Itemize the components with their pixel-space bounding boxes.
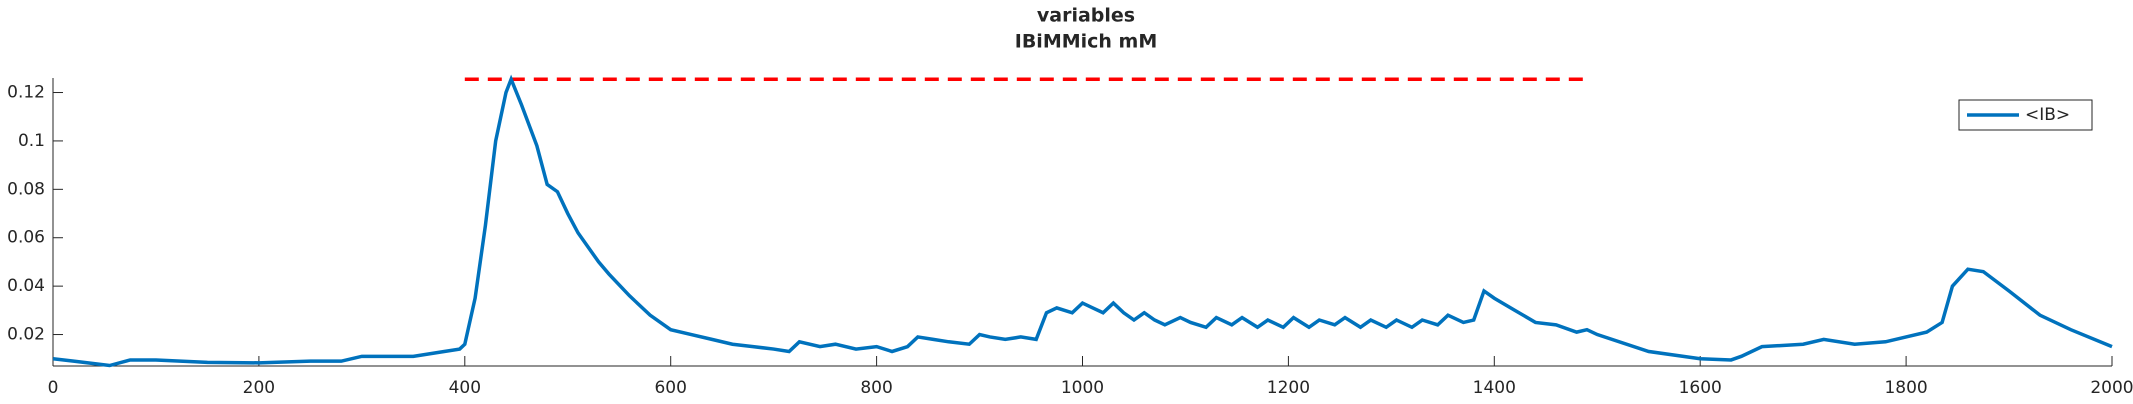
y-tick-label: 0.1: [18, 131, 45, 151]
x-tick-label: 200: [243, 378, 275, 398]
x-tick-label: 600: [654, 378, 686, 398]
x-tick-label: 1400: [1473, 378, 1516, 398]
chart-title: variables: [1037, 5, 1135, 27]
x-tick-label: 1600: [1679, 378, 1722, 398]
data-line: [52, 74, 2113, 368]
chart-subtitle: IBiMMich mM: [1015, 31, 1158, 53]
y-tick-label: 0.08: [7, 179, 45, 199]
x-tick-label: 800: [860, 378, 892, 398]
x-tick-label: 400: [449, 378, 481, 398]
x-tick-label: 1000: [1061, 378, 1104, 398]
y-tick-label: 0.02: [7, 325, 45, 345]
legend-label: <IB>: [2025, 105, 2070, 125]
x-tick-label: 1800: [1884, 378, 1927, 398]
y-tick-label: 0.04: [7, 276, 45, 296]
y-tick-label: 0.12: [7, 83, 45, 103]
x-tick-label: 1200: [1267, 378, 1310, 398]
x-tick-label: 0: [48, 378, 59, 398]
x-tick-label: 2000: [2090, 378, 2133, 398]
y-tick-label: 0.06: [7, 228, 45, 248]
